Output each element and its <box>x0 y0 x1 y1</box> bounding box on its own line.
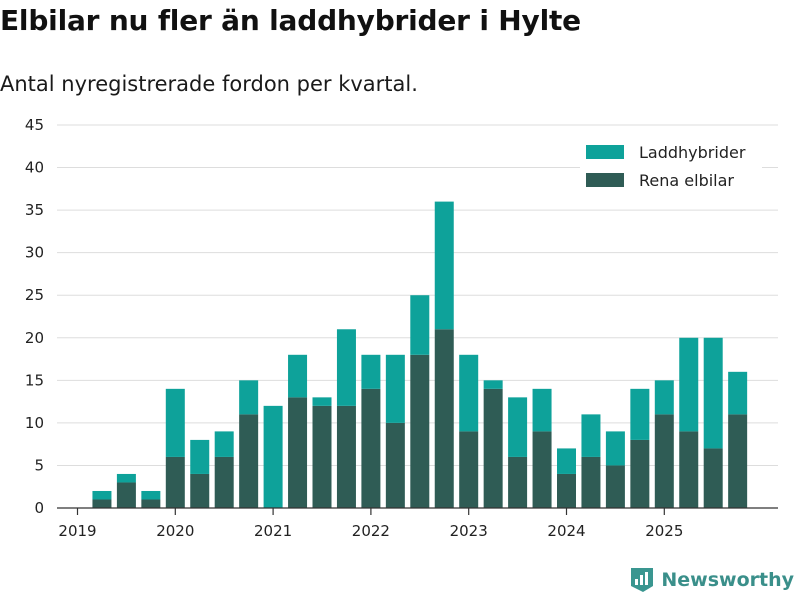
legend-swatch-laddhybrider <box>586 145 624 159</box>
bar-laddhybrider <box>654 380 674 415</box>
bar-elbilar <box>141 499 161 508</box>
bar-elbilar <box>679 431 699 508</box>
legend-label-laddhybrider: Laddhybrider <box>639 143 746 162</box>
bar-laddhybrider <box>385 354 405 423</box>
chart-subtitle: Antal nyregistrerade fordon per kvartal. <box>0 72 418 96</box>
bar-elbilar <box>703 448 723 508</box>
y-tick-label: 35 <box>25 201 44 219</box>
bar-laddhybrider <box>92 490 112 500</box>
bar-elbilar <box>214 456 234 508</box>
y-tick-label: 20 <box>25 329 44 347</box>
brand-name: Newsworthy <box>661 569 794 591</box>
bar-elbilar <box>508 456 528 508</box>
bar-elbilar <box>312 405 332 508</box>
bar-elbilar <box>336 405 356 508</box>
x-tick-label: 2022 <box>352 522 390 540</box>
bar-laddhybrider <box>605 431 625 466</box>
bar-elbilar <box>483 388 503 508</box>
bar-laddhybrider <box>679 337 699 432</box>
bar-laddhybrider <box>703 337 723 449</box>
bar-laddhybrider <box>239 380 259 415</box>
bar-laddhybrider <box>728 371 748 415</box>
bar-elbilar <box>239 414 259 508</box>
bar-elbilar <box>532 431 552 508</box>
bar-laddhybrider <box>557 448 576 474</box>
bar-laddhybrider <box>532 388 552 432</box>
bar-laddhybrider <box>141 490 161 500</box>
y-tick-label: 0 <box>34 499 44 517</box>
bar-elbilar <box>410 354 430 508</box>
brand-logo: Newsworthy <box>629 566 794 594</box>
bar-laddhybrider <box>336 329 356 406</box>
x-tick-label: 2021 <box>254 522 292 540</box>
bar-laddhybrider <box>434 201 454 330</box>
chart-title: Elbilar nu fler än laddhybrider i Hylte <box>0 4 581 37</box>
bar-elbilar <box>165 456 185 508</box>
bar-laddhybrider <box>361 354 381 389</box>
x-tick-label: 2024 <box>547 522 585 540</box>
bar-elbilar <box>728 414 748 508</box>
legend-swatch-elbilar <box>586 173 624 187</box>
bar-elbilar <box>288 397 308 508</box>
bar-elbilar <box>385 422 405 508</box>
x-tick-label: 2020 <box>156 522 194 540</box>
bar-elbilar <box>581 456 601 508</box>
bar-laddhybrider <box>581 414 601 457</box>
y-tick-label: 15 <box>25 371 44 389</box>
x-tick-label: 2025 <box>645 522 683 540</box>
bar-elbilar <box>605 465 625 508</box>
y-tick-label: 10 <box>25 414 44 432</box>
bar-elbilar <box>92 499 112 508</box>
y-tick-label: 45 <box>25 116 44 134</box>
bar-elbilar <box>190 473 210 508</box>
y-tick-label: 30 <box>25 244 44 262</box>
bar-laddhybrider <box>116 473 136 483</box>
bar-elbilar <box>116 482 136 508</box>
y-tick-label: 25 <box>25 286 44 304</box>
legend-label-elbilar: Rena elbilar <box>639 171 734 190</box>
bar-elbilar <box>459 431 479 508</box>
bar-laddhybrider <box>410 295 430 355</box>
y-tick-label: 5 <box>34 456 44 474</box>
bar-laddhybrider <box>214 431 234 457</box>
x-tick-label: 2019 <box>58 522 96 540</box>
bar-elbilar <box>630 439 650 508</box>
bar-laddhybrider <box>190 439 210 474</box>
bar-laddhybrider <box>459 354 479 432</box>
bar-laddhybrider <box>312 397 332 406</box>
bar-elbilar <box>557 473 576 508</box>
y-tick-label: 40 <box>25 159 44 177</box>
bar-laddhybrider <box>288 354 308 398</box>
bar-laddhybrider <box>483 380 503 389</box>
bar-laddhybrider <box>165 388 185 457</box>
bar-laddhybrider <box>263 405 283 508</box>
bar-laddhybrider <box>630 388 650 440</box>
x-tick-label: 2023 <box>450 522 488 540</box>
bar-elbilar <box>361 388 381 508</box>
bar-elbilar <box>654 414 674 508</box>
bar-laddhybrider <box>508 397 528 457</box>
bar-elbilar <box>434 329 454 508</box>
newsworthy-logo-icon <box>631 568 654 592</box>
